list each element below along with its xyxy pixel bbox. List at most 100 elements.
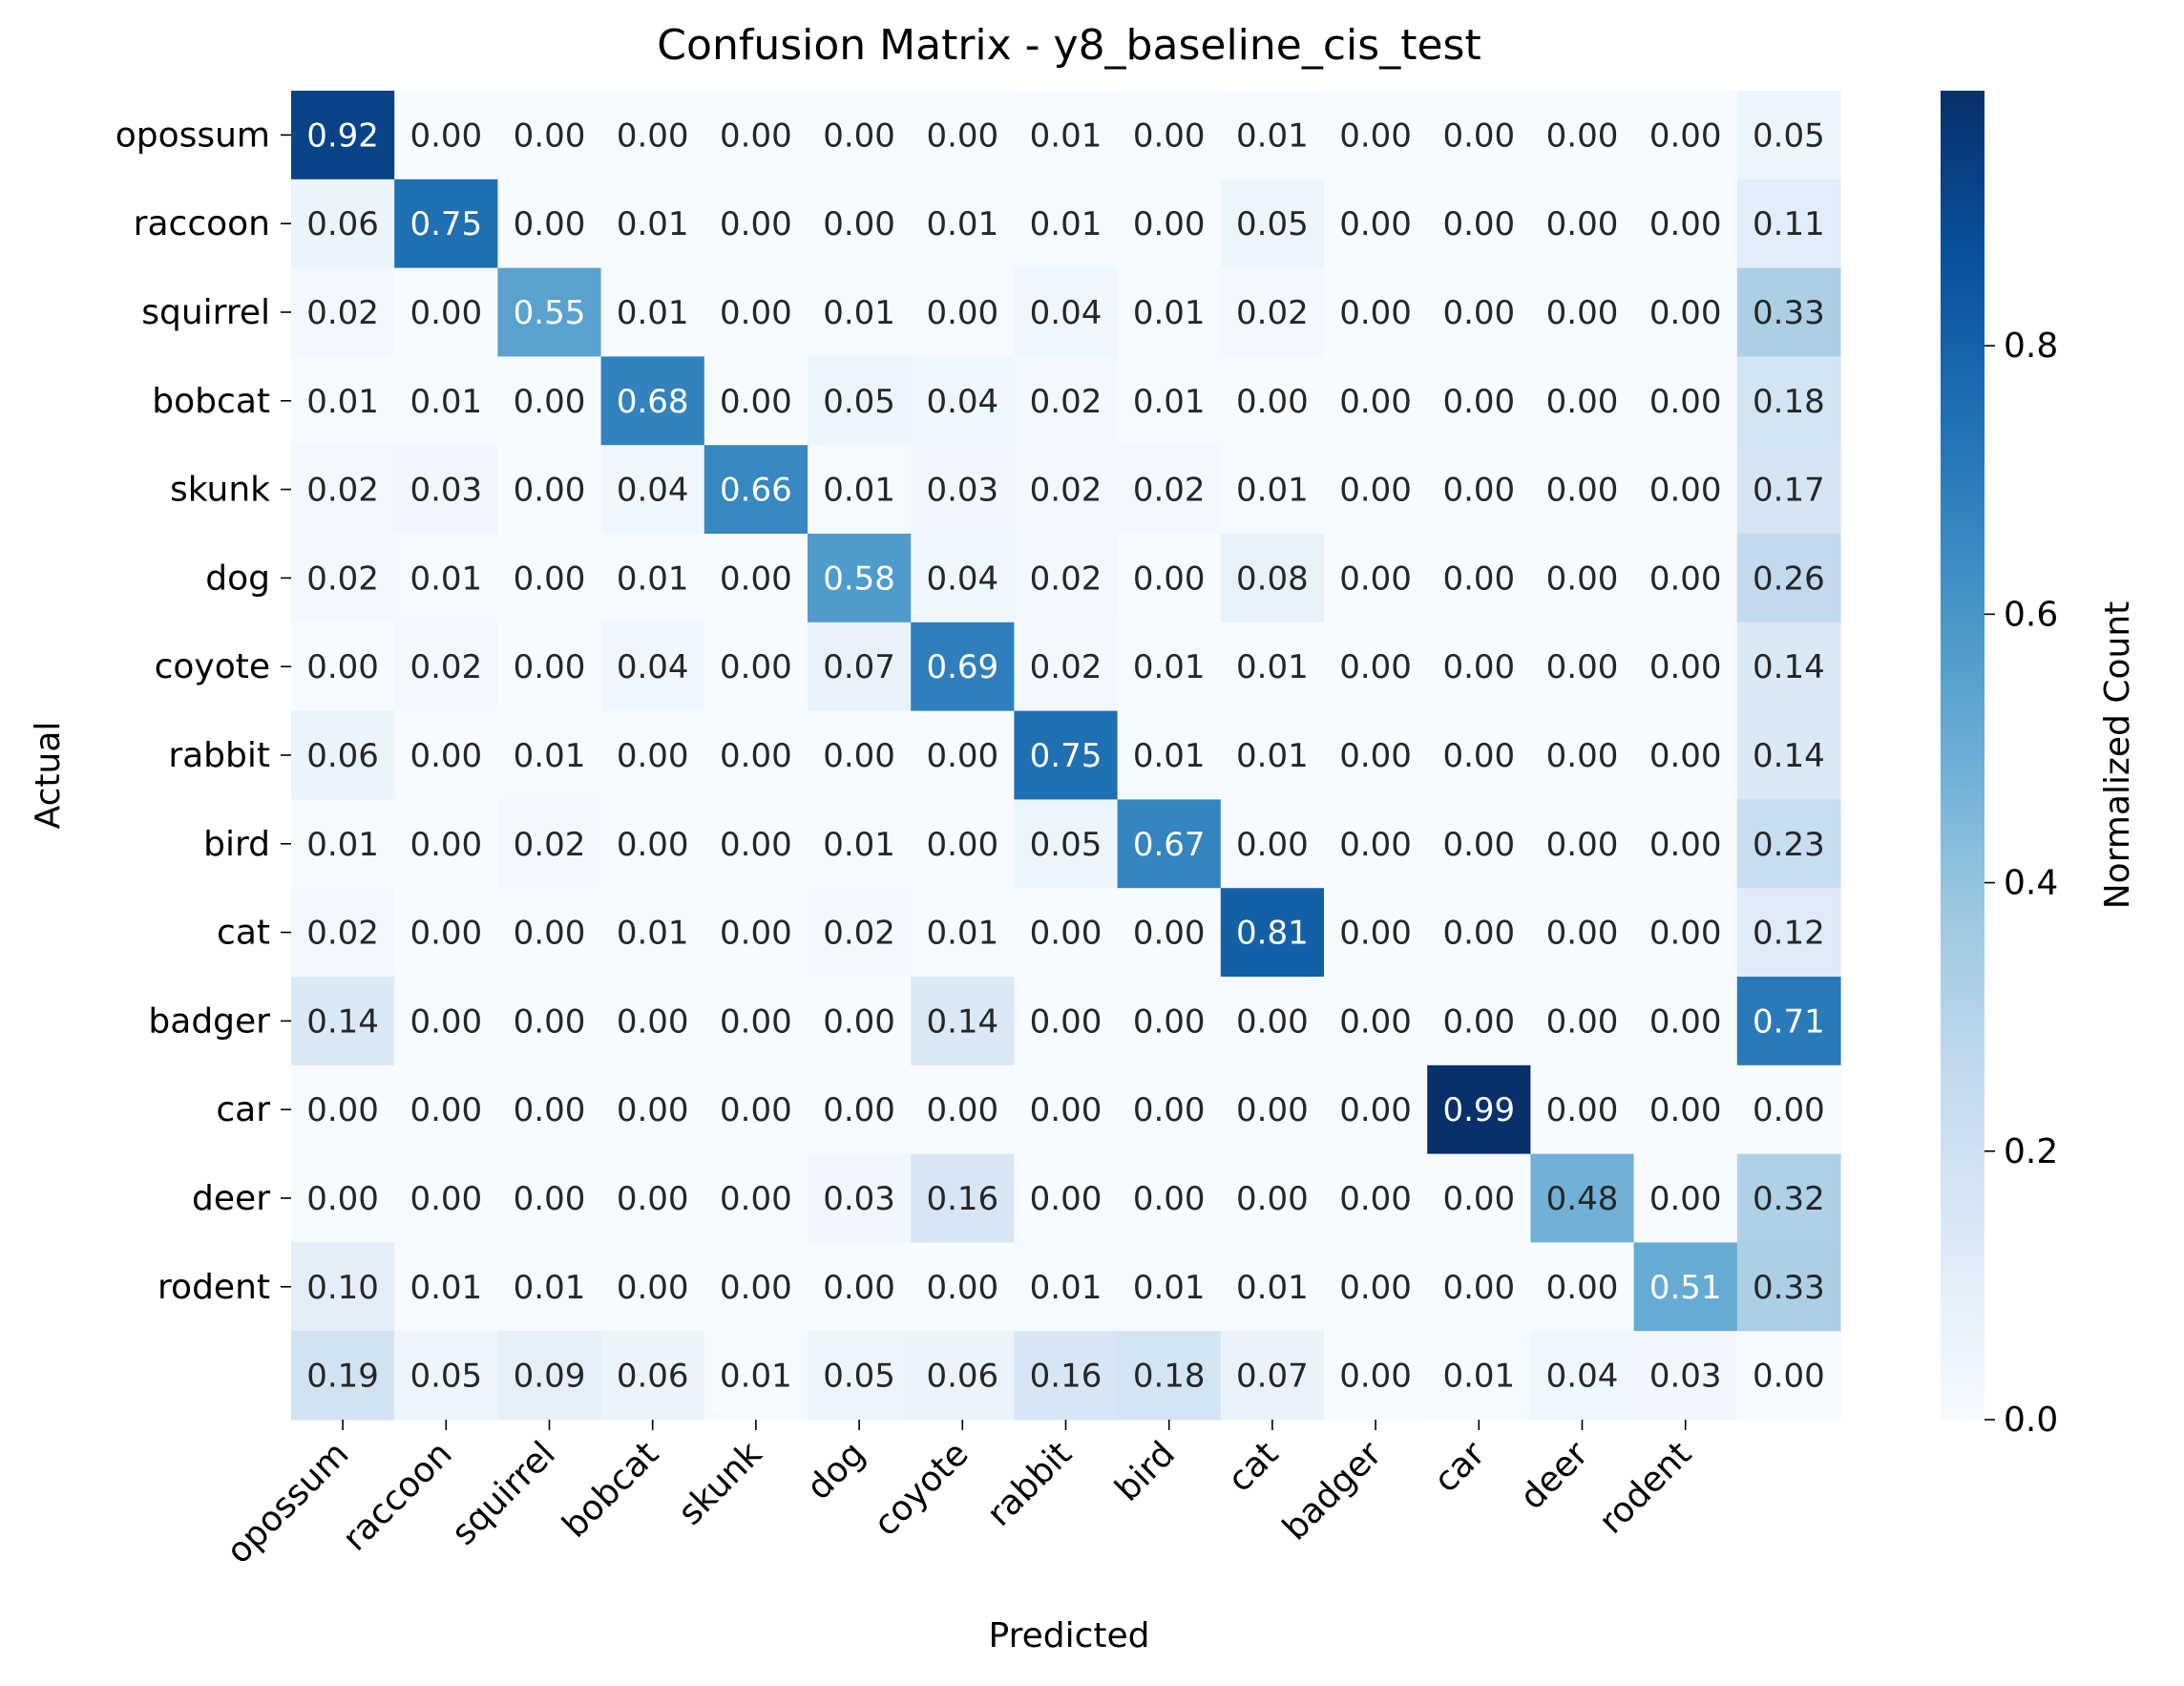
heatmap-cell [1014, 888, 1119, 978]
cell-value-label: 0.00 [1546, 116, 1619, 155]
cell-value-label: 0.00 [1339, 1269, 1412, 1307]
cell-value-label: 0.04 [1546, 1358, 1619, 1396]
y-tick-label: car [216, 1090, 270, 1129]
cell-value-label: 0.01 [410, 383, 482, 421]
heatmap-cell [1324, 91, 1428, 180]
x-tick-label: coyote [867, 1434, 976, 1544]
cell-value-label: 0.01 [617, 205, 689, 243]
heatmap-cell [600, 799, 705, 889]
heatmap-cell [704, 267, 808, 357]
heatmap-cell [497, 888, 602, 978]
cell-value-label: 0.01 [720, 1358, 792, 1396]
heatmap-cell [497, 534, 602, 623]
heatmap-cell [600, 267, 705, 357]
cell-value-label: 0.00 [720, 915, 792, 953]
heatmap-cell [1220, 179, 1325, 269]
cell-value-label: 0.00 [1030, 915, 1102, 953]
heatmap-cell [497, 179, 602, 269]
cell-value-label: 0.00 [1546, 737, 1619, 775]
heatmap-cell [600, 91, 705, 180]
heatmap-cell [291, 622, 395, 712]
y-tick-label: bobcat [152, 382, 270, 421]
heatmap-cell [1014, 1331, 1119, 1421]
heatmap-cell [1633, 622, 1738, 712]
heatmap-cell [1220, 356, 1325, 446]
y-tick-label: coyote [155, 647, 270, 686]
cell-value-label: 0.00 [1339, 826, 1412, 864]
x-tick-label: dog [800, 1434, 873, 1507]
cell-value-label: 0.06 [306, 205, 379, 243]
cell-value-label: 0.00 [306, 1180, 379, 1218]
heatmap-cell [600, 1242, 705, 1332]
x-tick-label: badger [1275, 1434, 1389, 1548]
cell-value-label: 0.00 [1546, 1269, 1619, 1307]
heatmap-cell [1427, 267, 1531, 357]
heatmap-cell [291, 179, 395, 269]
heatmap-cell [1633, 267, 1738, 357]
heatmap-cell [1324, 977, 1428, 1066]
heatmap-cell [1014, 534, 1119, 623]
cell-value-label: 0.26 [1753, 559, 1825, 598]
cell-value-label: 0.01 [1236, 737, 1309, 775]
heatmap-cell [497, 1153, 602, 1243]
cell-value-label: 0.00 [1133, 1180, 1206, 1218]
heatmap-cell [808, 1331, 912, 1421]
cell-value-label: 0.00 [823, 1091, 895, 1129]
cell-value-label: 0.71 [1753, 1002, 1825, 1041]
cell-value-label: 0.58 [823, 559, 895, 598]
heatmap-cell [1014, 977, 1119, 1066]
cell-value-label: 0.02 [306, 472, 379, 510]
heatmap-cell [600, 179, 705, 269]
cell-value-label: 0.00 [1649, 472, 1722, 510]
cell-value-label: 0.01 [823, 472, 895, 510]
heatmap-cell [1324, 799, 1428, 889]
heatmap-cell [1736, 1331, 1841, 1421]
cell-value-label: 0.00 [410, 1091, 482, 1129]
cell-value-label: 0.01 [926, 205, 998, 243]
cell-value-label: 0.08 [1236, 559, 1309, 598]
cell-value-label: 0.00 [617, 826, 689, 864]
heatmap-cell [808, 799, 912, 889]
cell-value-label: 0.00 [410, 116, 482, 155]
heatmap-cell [1324, 1331, 1428, 1421]
heatmap-cell [497, 710, 602, 800]
cell-value-label: 0.00 [1442, 205, 1515, 243]
cell-value-label: 0.00 [1236, 1091, 1309, 1129]
heatmap-cell [1014, 1242, 1119, 1332]
heatmap-cell [911, 622, 1015, 712]
heatmap-cell [394, 710, 498, 800]
cell-value-label: 0.00 [1030, 1002, 1102, 1041]
cell-value-label: 0.04 [1030, 294, 1102, 332]
cell-value-label: 0.00 [617, 1269, 689, 1307]
cell-value-label: 0.05 [823, 383, 895, 421]
heatmap-cell [704, 622, 808, 712]
heatmap-cell [808, 267, 912, 357]
heatmap-cell [911, 1064, 1015, 1155]
heatmap-cell [394, 888, 498, 978]
cell-value-label: 0.02 [306, 559, 379, 598]
cell-value-label: 0.00 [1649, 205, 1722, 243]
heatmap-cell [600, 356, 705, 446]
cell-value-label: 0.00 [720, 1002, 792, 1041]
heatmap-cell [394, 1153, 498, 1243]
heatmap-cell [291, 1331, 395, 1421]
heatmap-cell [808, 91, 912, 180]
heatmap-cell [1220, 445, 1325, 535]
heatmap-cell [1324, 356, 1428, 446]
heatmap-cell [394, 799, 498, 889]
heatmap-cell [1014, 179, 1119, 269]
cell-value-label: 0.32 [1753, 1180, 1825, 1218]
heatmap-cell [394, 534, 498, 623]
heatmap-cell [1117, 1153, 1222, 1243]
heatmap-cell [1117, 267, 1222, 357]
heatmap-cell [704, 977, 808, 1066]
cell-value-label: 0.01 [1236, 1269, 1309, 1307]
heatmap-cell [808, 622, 912, 712]
cell-value-label: 0.00 [514, 915, 586, 953]
x-tick-label: squirrel [445, 1434, 563, 1552]
cell-value-label: 0.00 [514, 1180, 586, 1218]
heatmap-cell [1117, 534, 1222, 623]
heatmap-cell [291, 888, 395, 978]
heatmap-cell [497, 267, 602, 357]
heatmap-cell [1530, 267, 1635, 357]
